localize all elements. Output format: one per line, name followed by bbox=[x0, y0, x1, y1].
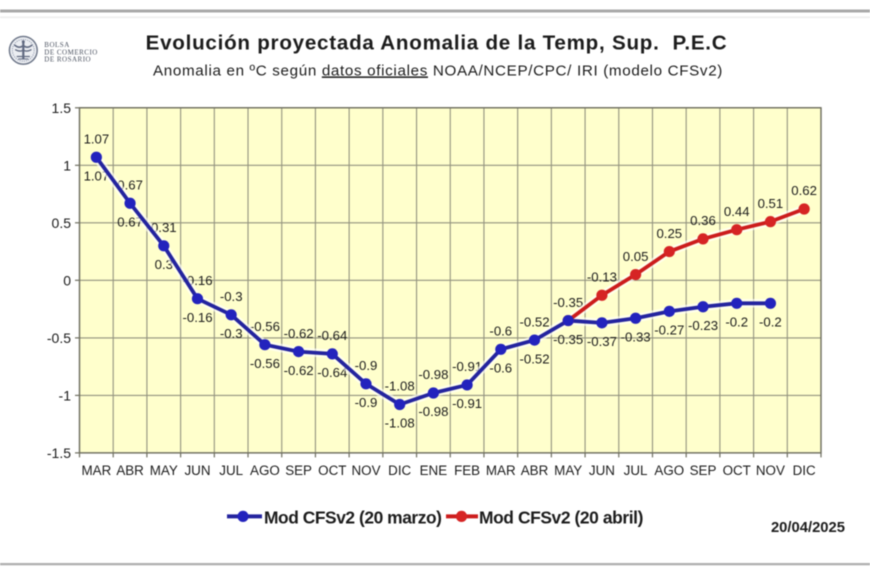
svg-text:0.5: 0.5 bbox=[52, 215, 72, 231]
svg-text:MAY: MAY bbox=[554, 463, 582, 478]
svg-text:0.05: 0.05 bbox=[623, 249, 649, 264]
svg-text:-0.37: -0.37 bbox=[587, 334, 617, 349]
svg-text:-0.13: -0.13 bbox=[587, 269, 617, 284]
svg-text:AGO: AGO bbox=[654, 463, 684, 478]
svg-text:-0.62: -0.62 bbox=[284, 363, 314, 378]
svg-text:0: 0 bbox=[63, 272, 71, 288]
svg-text:0.51: 0.51 bbox=[758, 196, 784, 211]
svg-text:-0.9: -0.9 bbox=[355, 358, 378, 373]
svg-text:-0.35: -0.35 bbox=[553, 332, 583, 347]
svg-text:0.44: 0.44 bbox=[724, 204, 750, 219]
svg-text:-0.2: -0.2 bbox=[725, 315, 748, 330]
svg-text:-0.23: -0.23 bbox=[688, 318, 718, 333]
svg-text:ABR: ABR bbox=[521, 463, 549, 478]
svg-text:-0.64: -0.64 bbox=[317, 328, 347, 343]
svg-text:DE ROSARIO: DE ROSARIO bbox=[44, 55, 91, 63]
svg-text:-0.35: -0.35 bbox=[553, 295, 583, 310]
svg-text:FEB: FEB bbox=[454, 463, 480, 478]
svg-text:-0.5: -0.5 bbox=[47, 330, 71, 346]
svg-text:Mod CFSv2 (20 marzo): Mod CFSv2 (20 marzo) bbox=[264, 507, 442, 527]
svg-text:-0.62: -0.62 bbox=[284, 326, 314, 341]
svg-text:-1.5: -1.5 bbox=[47, 445, 71, 461]
svg-text:-0.9: -0.9 bbox=[355, 395, 378, 410]
svg-text:-0.3: -0.3 bbox=[220, 289, 243, 304]
svg-text:-0.6: -0.6 bbox=[489, 361, 512, 376]
svg-text:NOV: NOV bbox=[756, 463, 785, 478]
svg-text:BOLSA: BOLSA bbox=[44, 41, 69, 49]
svg-text:-0.16: -0.16 bbox=[182, 310, 212, 325]
svg-text:1: 1 bbox=[63, 157, 71, 173]
svg-text:MAR: MAR bbox=[486, 463, 516, 478]
svg-text:-0.64: -0.64 bbox=[317, 365, 347, 380]
svg-text:Evolución proyectada Anomalia: Evolución proyectada Anomalia de la Temp… bbox=[146, 32, 728, 55]
svg-text:-0.6: -0.6 bbox=[489, 324, 512, 339]
svg-text:-0.33: -0.33 bbox=[621, 329, 651, 344]
svg-text:-0.52: -0.52 bbox=[519, 314, 549, 329]
svg-text:-0.91: -0.91 bbox=[452, 359, 482, 374]
svg-text:JUL: JUL bbox=[219, 463, 243, 478]
svg-text:0.62: 0.62 bbox=[791, 183, 817, 198]
svg-text:-0.27: -0.27 bbox=[654, 323, 684, 338]
svg-text:DIC: DIC bbox=[388, 463, 411, 478]
svg-text:OCT: OCT bbox=[318, 463, 346, 478]
svg-text:Anomalia en ºC según datos ofi: Anomalia en ºC según datos oficiales NOA… bbox=[153, 62, 723, 79]
svg-text:-1.08: -1.08 bbox=[385, 379, 415, 394]
svg-text:MAR: MAR bbox=[82, 463, 112, 478]
svg-text:-1: -1 bbox=[59, 387, 72, 403]
svg-text:DE COMERCIO: DE COMERCIO bbox=[44, 48, 98, 56]
svg-text:-0.52: -0.52 bbox=[519, 351, 549, 366]
svg-text:JUN: JUN bbox=[589, 463, 615, 478]
svg-text:DIC: DIC bbox=[793, 463, 816, 478]
svg-text:JUL: JUL bbox=[624, 463, 648, 478]
svg-text:0.25: 0.25 bbox=[656, 226, 682, 241]
svg-text:-0.2: -0.2 bbox=[759, 315, 782, 330]
svg-text:Mod CFSv2 (20 abril): Mod CFSv2 (20 abril) bbox=[479, 507, 643, 527]
svg-text:JUN: JUN bbox=[184, 463, 210, 478]
svg-text:-0.3: -0.3 bbox=[220, 326, 243, 341]
svg-text:-0.98: -0.98 bbox=[418, 367, 448, 382]
svg-text:-0.98: -0.98 bbox=[418, 404, 448, 419]
svg-text:ABR: ABR bbox=[116, 463, 144, 478]
svg-text:-0.56: -0.56 bbox=[250, 356, 280, 371]
svg-text:-0.56: -0.56 bbox=[250, 319, 280, 334]
svg-text:1.07: 1.07 bbox=[84, 131, 110, 146]
svg-text:1.5: 1.5 bbox=[52, 100, 72, 116]
svg-text:OCT: OCT bbox=[723, 463, 751, 478]
svg-text:AGO: AGO bbox=[250, 463, 280, 478]
svg-text:-0.91: -0.91 bbox=[452, 396, 482, 411]
svg-text:0.36: 0.36 bbox=[690, 213, 716, 228]
svg-text:20/04/2025: 20/04/2025 bbox=[771, 520, 845, 536]
svg-text:SEP: SEP bbox=[690, 463, 717, 478]
svg-text:ENE: ENE bbox=[420, 463, 448, 478]
svg-text:MAY: MAY bbox=[150, 463, 178, 478]
svg-text:SEP: SEP bbox=[285, 463, 312, 478]
svg-text:-1.08: -1.08 bbox=[385, 416, 415, 431]
svg-text:NOV: NOV bbox=[351, 463, 380, 478]
